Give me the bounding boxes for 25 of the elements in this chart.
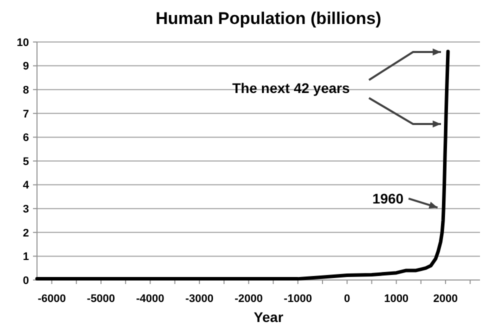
x-tick-label: -4000 [136,292,164,305]
x-tick-label: -1000 [284,292,312,305]
y-tick-label: 1 [22,251,29,264]
y-tick-label: 0 [22,274,29,287]
x-tick-label: 0 [344,292,350,305]
x-tick-label: -2000 [234,292,263,305]
x-tick-label: 2000 [433,292,458,305]
y-tick-label: 4 [22,180,30,192]
x-axis-title: Year [254,309,284,325]
chart-title: Human Population (billions) [156,9,382,28]
x-tick-label: -5000 [86,292,116,305]
y-tick-label: 10 [16,36,29,49]
line-series [35,50,450,281]
y-tick-label: 9 [22,60,29,73]
x-tick-label: 1000 [384,292,409,305]
x-tick-label: -6000 [38,292,66,305]
y-tick-label: 5 [22,156,29,168]
y-tick-label: 6 [22,132,29,144]
y-tick-label: 8 [22,84,29,96]
annotation: 1960 [372,190,404,206]
x-tick-label: -3000 [185,292,214,305]
y-tick-label: 7 [22,108,29,120]
y-tick-label: 2 [22,227,29,240]
y-tick-label: 3 [22,203,29,216]
annotation: The next 42 years [232,80,350,96]
